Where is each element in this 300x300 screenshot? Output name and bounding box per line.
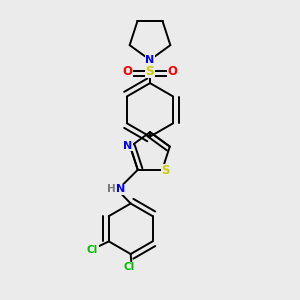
Text: N: N: [123, 141, 133, 151]
Text: Cl: Cl: [124, 262, 135, 272]
Text: H: H: [106, 184, 116, 194]
Text: Cl: Cl: [87, 245, 98, 255]
Text: N: N: [146, 55, 154, 65]
Text: S: S: [146, 65, 154, 78]
Text: S: S: [161, 164, 170, 178]
Text: N: N: [116, 184, 125, 194]
Text: O: O: [167, 65, 177, 78]
Text: O: O: [123, 65, 133, 78]
